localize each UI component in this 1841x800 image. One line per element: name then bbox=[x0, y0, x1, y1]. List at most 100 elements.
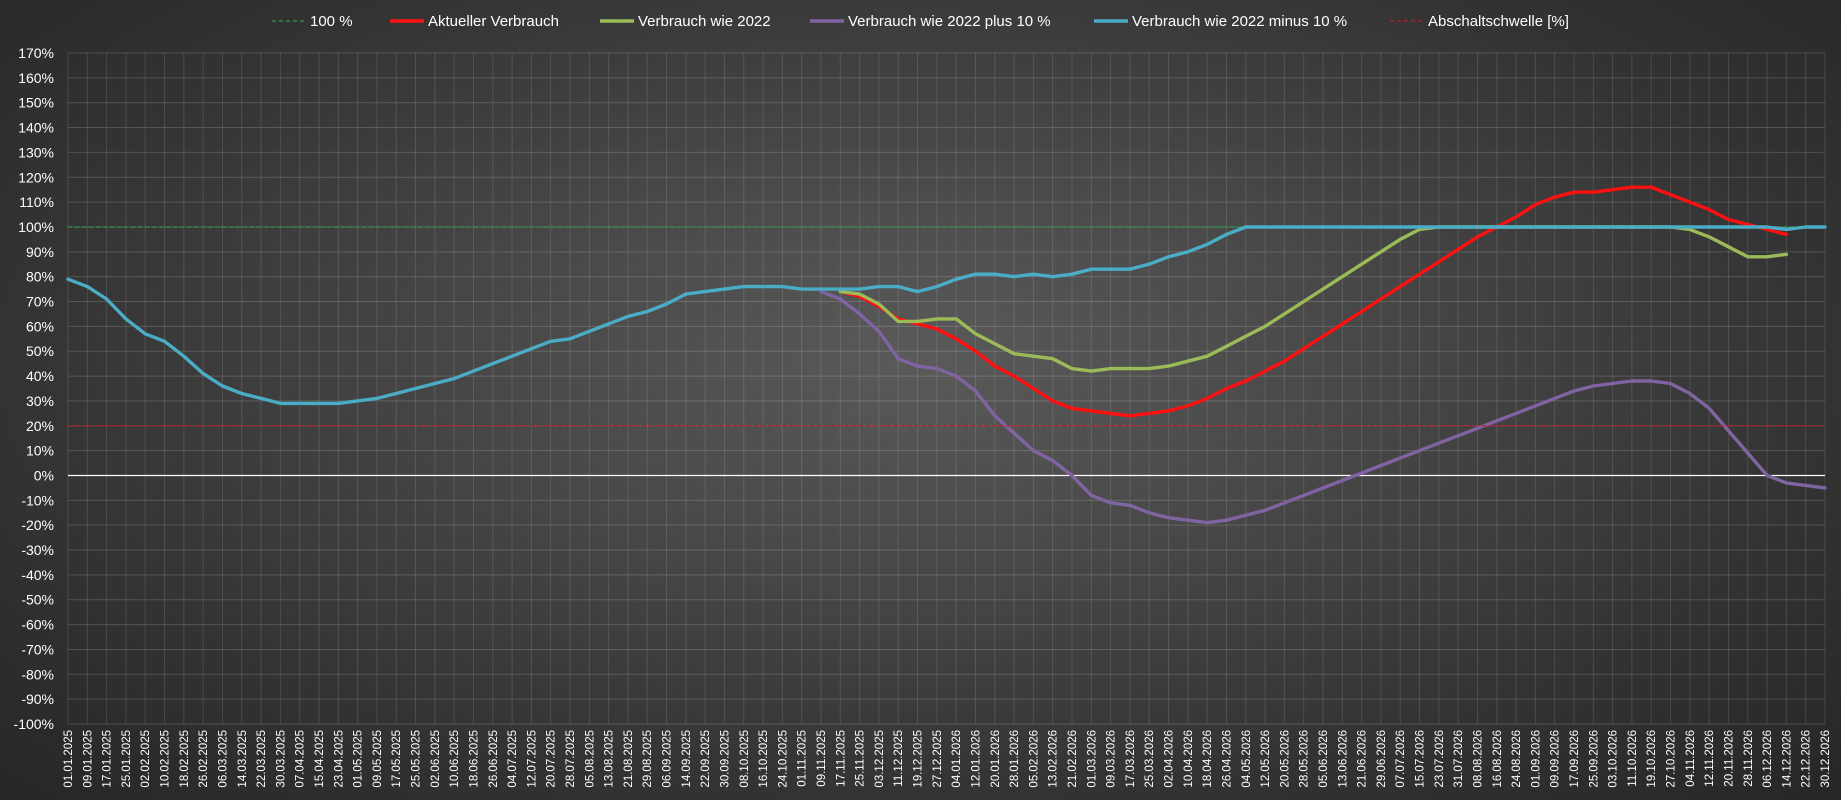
x-tick-label: 20.01.2026 bbox=[990, 730, 1002, 788]
x-tick-label: 12.07.2025 bbox=[526, 730, 538, 788]
x-tick-label: 20.05.2026 bbox=[1279, 730, 1291, 788]
y-tick-label: 20% bbox=[26, 418, 54, 434]
x-tick-label: 10.06.2025 bbox=[449, 730, 461, 788]
x-tick-label: 19.12.2025 bbox=[913, 730, 925, 788]
x-tick-label: 22.09.2025 bbox=[700, 730, 712, 788]
x-tick-label: 12.11.2026 bbox=[1704, 730, 1716, 787]
chart-legend: 100 % Aktueller Verbrauch Verbrauch wie 20… bbox=[272, 13, 1569, 30]
legend-label: Verbrauch wie 2022 plus 10 % bbox=[848, 13, 1051, 30]
chart-grid bbox=[67, 52, 1826, 725]
x-tick-label: 30.09.2025 bbox=[719, 730, 731, 788]
y-tick-label: 140% bbox=[18, 120, 54, 136]
x-tick-label: 06.12.2026 bbox=[1762, 730, 1774, 788]
x-tick-label: 02.02.2025 bbox=[140, 730, 152, 788]
x-tick-label: 26.02.2025 bbox=[198, 730, 210, 788]
x-tick-label: 11.10.2026 bbox=[1627, 730, 1639, 787]
legend-label: Verbrauch wie 2022 minus 10 % bbox=[1132, 13, 1347, 30]
x-tick-label: 11.12.2025 bbox=[893, 730, 905, 787]
legend-label: 100 % bbox=[310, 13, 353, 30]
x-tick-label: 04.01.2026 bbox=[951, 730, 963, 788]
x-tick-label: 16.10.2025 bbox=[758, 730, 770, 788]
x-tick-label: 22.12.2026 bbox=[1801, 730, 1813, 788]
x-tick-label: 21.06.2026 bbox=[1357, 730, 1369, 788]
x-tick-label: 24.08.2026 bbox=[1511, 730, 1523, 788]
y-tick-label: 120% bbox=[18, 169, 54, 185]
y-tick-label: -90% bbox=[21, 691, 54, 707]
x-tick-label: 21.08.2025 bbox=[623, 730, 635, 788]
y-tick-label: -70% bbox=[21, 641, 54, 657]
x-tick-label: 02.06.2025 bbox=[430, 730, 442, 788]
y-tick-label: -10% bbox=[21, 492, 54, 508]
x-tick-label: 28.01.2026 bbox=[1009, 730, 1021, 788]
y-tick-label: 170% bbox=[18, 45, 54, 61]
x-tick-label: 01.11.2025 bbox=[797, 730, 809, 787]
x-tick-label: 03.12.2025 bbox=[874, 730, 886, 788]
chart-series bbox=[66, 185, 1827, 525]
y-tick-label: 70% bbox=[26, 294, 54, 310]
series-line-2 bbox=[838, 225, 1789, 373]
y-tick-label: 130% bbox=[18, 144, 54, 160]
x-tick-label: 25.01.2025 bbox=[121, 730, 133, 788]
x-tick-label: 14.09.2025 bbox=[681, 730, 693, 788]
x-tick-label: 23.07.2026 bbox=[1434, 730, 1446, 788]
x-tick-label: 27.10.2026 bbox=[1666, 730, 1678, 788]
x-tick-label: 29.08.2025 bbox=[642, 730, 654, 788]
x-tick-label: 29.06.2026 bbox=[1376, 730, 1388, 788]
x-tick-label: 06.03.2025 bbox=[217, 730, 229, 788]
x-tick-label: 07.04.2025 bbox=[295, 730, 307, 788]
y-tick-label: 160% bbox=[18, 70, 54, 86]
x-tick-label: 03.10.2026 bbox=[1608, 730, 1620, 788]
legend-label: Verbrauch wie 2022 bbox=[638, 13, 771, 30]
x-tick-label: 28.11.2026 bbox=[1743, 730, 1755, 787]
x-tick-label: 08.10.2025 bbox=[739, 730, 751, 788]
x-tick-label: 09.05.2025 bbox=[372, 730, 384, 788]
x-tick-label: 14.03.2025 bbox=[237, 730, 249, 788]
x-tick-label: 07.07.2026 bbox=[1395, 730, 1407, 788]
y-tick-label: 60% bbox=[26, 318, 54, 334]
x-tick-label: 09.11.2025 bbox=[816, 730, 828, 787]
x-tick-label: 20.07.2025 bbox=[546, 730, 558, 788]
y-tick-label: -60% bbox=[21, 617, 54, 633]
y-tick-label: 40% bbox=[26, 368, 54, 384]
x-tick-label: 13.08.2025 bbox=[604, 730, 616, 788]
x-tick-label: 04.05.2026 bbox=[1241, 730, 1253, 788]
series-line-1 bbox=[838, 185, 1789, 418]
y-tick-label: 50% bbox=[26, 343, 54, 359]
x-tick-label: 20.11.2026 bbox=[1723, 730, 1735, 787]
x-tick-label: 08.08.2026 bbox=[1472, 730, 1484, 788]
x-tick-label: 09.03.2026 bbox=[1106, 730, 1118, 788]
series-line-4 bbox=[66, 225, 1827, 406]
y-tick-label: -80% bbox=[21, 666, 54, 682]
x-tick-label: 25.09.2026 bbox=[1588, 730, 1600, 788]
x-tick-label: 05.06.2026 bbox=[1318, 730, 1330, 788]
x-tick-label: 25.03.2026 bbox=[1144, 730, 1156, 788]
x-tick-label: 30.12.2026 bbox=[1820, 730, 1832, 788]
x-tick-label: 17.05.2025 bbox=[391, 730, 403, 788]
legend-label: Aktueller Verbrauch bbox=[428, 13, 559, 30]
x-tick-label: 26.04.2026 bbox=[1221, 730, 1233, 788]
x-tick-label: 19.10.2026 bbox=[1646, 730, 1658, 788]
x-tick-label: 01.03.2026 bbox=[1086, 730, 1098, 788]
x-tick-label: 31.07.2026 bbox=[1453, 730, 1465, 788]
x-axis: 01.01.2025 09.01.2025 17.01.2025 25.01.2025… bbox=[63, 730, 1832, 788]
x-tick-label: 04.11.2026 bbox=[1685, 730, 1697, 787]
x-tick-label: 10.02.2025 bbox=[160, 730, 172, 788]
x-tick-label: 15.07.2026 bbox=[1415, 730, 1427, 788]
x-tick-label: 23.04.2025 bbox=[333, 730, 345, 788]
x-tick-label: 01.09.2026 bbox=[1530, 730, 1542, 788]
legend-label: Abschaltschwelle [%] bbox=[1428, 13, 1569, 30]
x-tick-label: 15.04.2025 bbox=[314, 730, 326, 788]
x-tick-label: 25.11.2025 bbox=[855, 730, 867, 787]
x-tick-label: 13.02.2026 bbox=[1048, 730, 1060, 788]
x-tick-label: 16.08.2026 bbox=[1492, 730, 1504, 788]
x-tick-label: 30.03.2025 bbox=[275, 730, 287, 788]
x-tick-label: 28.07.2025 bbox=[565, 730, 577, 788]
x-tick-label: 04.07.2025 bbox=[507, 730, 519, 788]
x-tick-label: 27.12.2025 bbox=[932, 730, 944, 788]
x-tick-label: 01.05.2025 bbox=[353, 730, 365, 788]
x-tick-label: 14.12.2026 bbox=[1781, 730, 1793, 788]
x-tick-label: 01.01.2025 bbox=[63, 730, 75, 788]
y-tick-label: 150% bbox=[18, 95, 54, 111]
x-tick-label: 17.11.2025 bbox=[835, 730, 847, 787]
x-tick-label: 25.05.2025 bbox=[411, 730, 423, 788]
